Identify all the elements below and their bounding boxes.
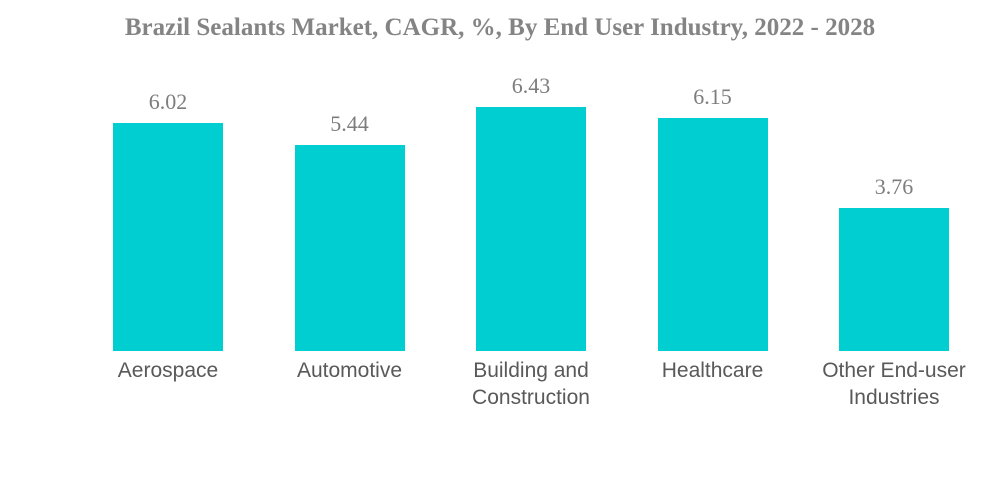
bar [839, 208, 949, 351]
chart-title: Brazil Sealants Market, CAGR, %, By End … [124, 14, 876, 41]
bar [113, 123, 223, 351]
category-label: Building and Construction [472, 359, 590, 409]
category-label: Healthcare [661, 359, 764, 382]
category-label: Automotive [296, 359, 403, 382]
bar [476, 107, 586, 351]
bar-value-label: 3.76 [874, 174, 914, 199]
bar-value-label: 6.43 [511, 73, 551, 98]
category-label: Other End-user Industries [822, 359, 966, 409]
bar-value-label: 6.02 [148, 89, 188, 114]
category-label: Aerospace [117, 359, 219, 382]
bar [294, 145, 405, 351]
bar-value-label: 6.15 [693, 84, 732, 109]
bar-value-label: 5.44 [330, 111, 369, 136]
bar [657, 118, 768, 351]
